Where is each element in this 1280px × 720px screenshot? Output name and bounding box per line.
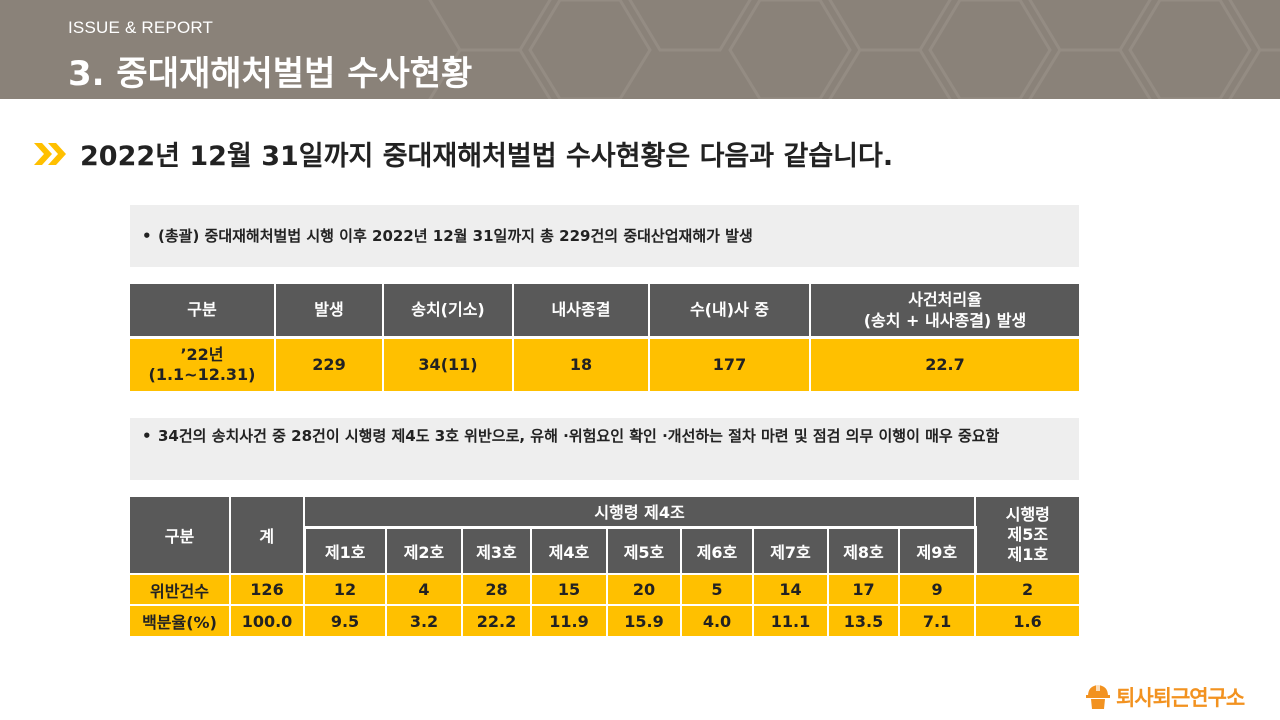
header-item-9: 제9호 [897,525,977,574]
header-article-4: 시행령 제4조 [304,497,977,527]
investigation-status-table: 구분 발생 송치(기소) 내사종결 수(내)사 중 사건처리율 (송치 + 내사… [130,284,1079,391]
bullet: • [142,427,152,445]
header-banner: ISSUE & REPORT 3. 중대재해처벌법 수사현황 [0,0,1280,99]
header-referred: 송치(기소) [383,284,514,337]
cell-value: 15 [531,573,608,605]
cell-value: 17 [828,573,900,605]
cell-value: 4.0 [681,604,754,636]
cell-closed: 18 [513,335,650,391]
page-title: 3. 중대재해처벌법 수사현황 [68,54,473,94]
cell-value: 28 [462,573,532,605]
header-item-8: 제8호 [827,525,899,574]
subheading-text: 2022년 12월 31일까지 중대재해처벌법 수사현황은 다음과 같습니다. [80,141,894,172]
header-item-2: 제2호 [385,525,462,574]
violation-breakdown-table: 구분 계 시행령 제4조 시행령 제5조 제1호 제1호 제2호 제3호 제4호… [130,497,1080,636]
cell-processing-rate: 22.7 [810,335,1079,391]
header-article-5: 시행령 제5조 제1호 [975,497,1080,574]
table-row: ’22년 (1.1~12.31) 229 34(11) 18 177 22.7 [130,335,1079,391]
cell-value: 11.1 [753,604,829,636]
cell-value: 12 [304,573,387,605]
subheading: 2022년 12월 31일까지 중대재해처벌법 수사현황은 다음과 같습니다. [34,134,893,173]
header-category: 구분 [130,497,231,574]
violation-note-text: 34건의 송치사건 중 28건이 시행령 제4도 3호 위반으로, 유해 ·위험… [158,427,1000,445]
cell-value: 5 [681,573,754,605]
row-label: 위반건수 [130,573,231,605]
brand-logo-text: 퇴사퇴근연구소 [1116,686,1245,710]
header-closed: 내사종결 [513,284,650,337]
header-in-progress: 수(내)사 중 [649,284,811,337]
row-label: 백분율(%) [130,604,231,636]
header-item-1: 제1호 [302,525,386,574]
table-row: 백분율(%) 100.0 9.5 3.2 22.2 11.9 15.9 4.0 … [130,604,1080,636]
summary-note: • (총괄) 중대재해처벌법 시행 이후 2022년 12월 31일까지 총 2… [130,205,1079,267]
cell-value: 4 [386,573,463,605]
cell-value: 11.9 [531,604,608,636]
table-header-row: 구분 발생 송치(기소) 내사종결 수(내)사 중 사건처리율 (송치 + 내사… [130,284,1079,337]
cell-article-5: 2 [975,573,1080,605]
section-eyebrow: ISSUE & REPORT [68,18,214,37]
cell-value: 7.1 [899,604,977,636]
cell-referred: 34(11) [383,335,514,391]
header-processing-rate: 사건처리율 (송치 + 내사종결) 발생 [810,284,1079,337]
cell-article-5: 1.6 [975,604,1080,636]
summary-note-text: (총괄) 중대재해처벌법 시행 이후 2022년 12월 31일까지 총 229… [158,227,753,245]
row-period: ’22년 (1.1~12.31) [130,335,276,391]
cell-value: 14 [753,573,829,605]
bullet: • [142,227,152,245]
cell-in-progress: 177 [649,335,811,391]
header-category: 구분 [130,284,276,337]
header-item-7: 제7호 [752,525,828,574]
header-item-5: 제5호 [606,525,681,574]
cell-value: 9 [899,573,977,605]
violation-note: • 34건의 송치사건 중 28건이 시행령 제4도 3호 위반으로, 유해 ·… [130,418,1079,480]
header-item-4: 제4호 [530,525,607,574]
cell-occurred: 229 [275,335,384,391]
brand-logo: 퇴사퇴근연구소 [1084,682,1245,712]
cell-value: 20 [607,573,682,605]
double-chevron-icon [34,142,66,165]
cell-total: 126 [230,573,305,605]
header-total: 계 [230,497,305,574]
cell-total: 100.0 [230,604,305,636]
cell-value: 15.9 [607,604,682,636]
table-row: 위반건수 126 12 4 28 15 20 5 14 17 9 2 [130,573,1080,605]
header-occurred: 발생 [275,284,384,337]
cell-value: 9.5 [304,604,387,636]
cell-value: 13.5 [828,604,900,636]
cell-value: 22.2 [462,604,532,636]
hexagon-pattern-icon [428,0,1280,99]
worker-helmet-icon [1086,685,1110,709]
header-item-6: 제6호 [680,525,753,574]
cell-value: 3.2 [386,604,463,636]
header-item-3: 제3호 [461,525,531,574]
